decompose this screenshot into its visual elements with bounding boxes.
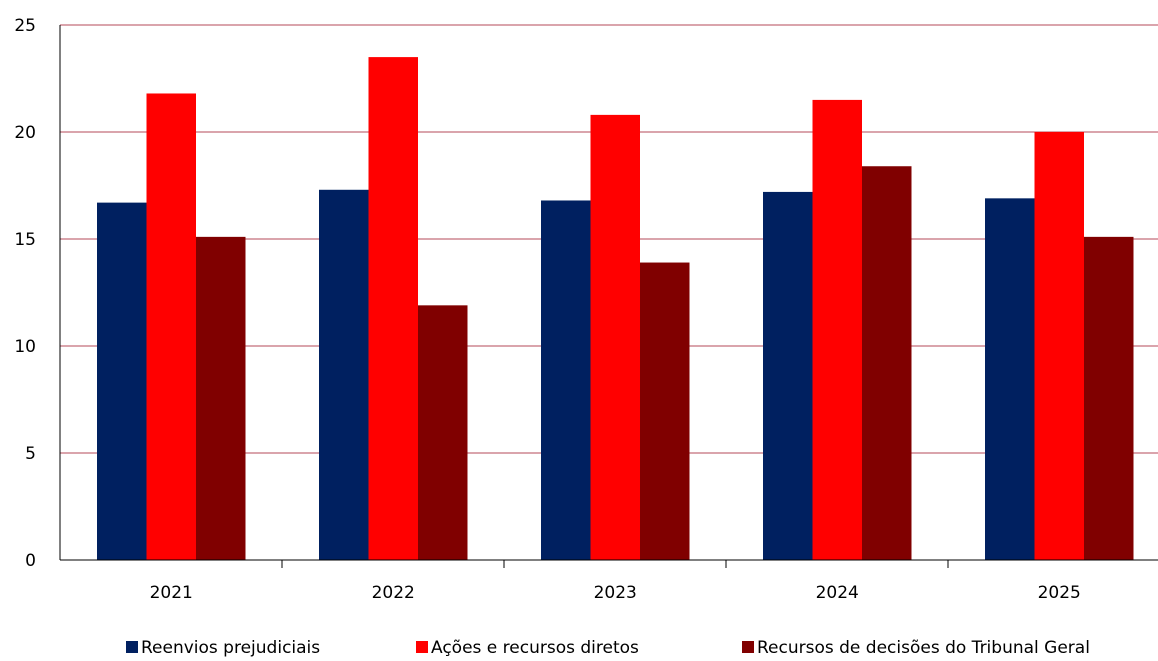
bar-2-2023 (590, 114, 640, 560)
y-tick-label: 5 (25, 444, 36, 464)
bar-1-2024 (763, 191, 813, 561)
bar-2-2022 (368, 57, 418, 560)
bar-3-2022 (418, 305, 468, 560)
x-tick-label: 2025 (1038, 583, 1081, 603)
x-tick-label: 2022 (372, 583, 415, 603)
y-tick-label: 0 (25, 551, 36, 571)
bar-1-2021 (97, 202, 147, 560)
y-axis-ticks: 0 5 10 15 20 25 (14, 16, 36, 571)
bar-3-2024 (862, 166, 912, 561)
legend-label-3: Recursos de decisões do Tribunal Geral (757, 638, 1090, 657)
bar-1-2025 (985, 198, 1035, 560)
bar-2-2024 (812, 99, 862, 561)
bars (97, 57, 1134, 561)
x-axis-ticks: 2021 2022 2023 2024 2025 (150, 560, 1081, 603)
y-tick-label: 10 (14, 337, 36, 357)
legend-swatch-1 (126, 641, 138, 653)
x-tick-label: 2021 (150, 583, 193, 603)
bar-3-2021 (196, 236, 246, 561)
bar-3-2025 (1084, 236, 1134, 561)
bar-2-2025 (1034, 132, 1084, 560)
legend-swatch-2 (416, 641, 428, 653)
legend-label-1: Reenvios prejudiciais (141, 638, 320, 657)
y-tick-label: 15 (14, 230, 36, 250)
y-tick-label: 25 (14, 16, 36, 36)
axes (59, 25, 1158, 561)
legend-swatch-3 (742, 641, 754, 653)
legend: Reenvios prejudiciais Ações e recursos di… (126, 638, 1090, 658)
bar-1-2022 (319, 189, 369, 560)
bar-3-2023 (640, 262, 690, 560)
x-tick-label: 2024 (816, 583, 859, 603)
legend-label-2: Ações e recursos diretos (431, 638, 639, 657)
bar-1-2023 (541, 200, 591, 561)
x-tick-label: 2023 (594, 583, 637, 603)
bar-2-2021 (146, 93, 196, 560)
y-tick-label: 20 (14, 123, 36, 143)
